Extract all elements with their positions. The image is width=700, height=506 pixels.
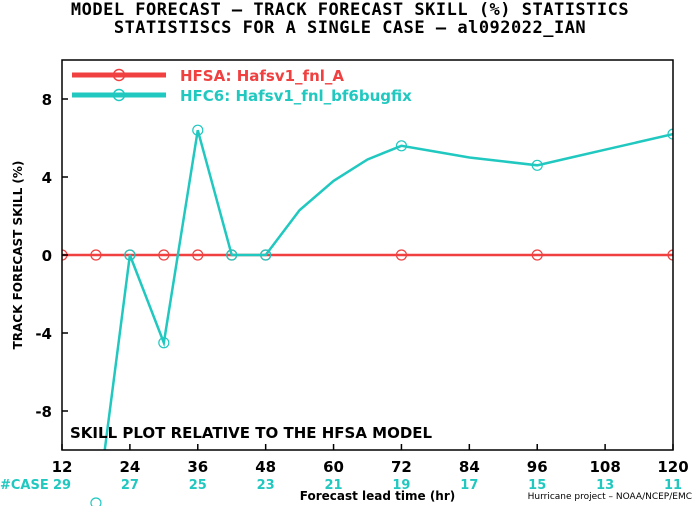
case-count: 23 [257, 478, 275, 493]
x-tick-label: 48 [255, 458, 276, 476]
data-point [226, 249, 238, 261]
credit-text: Hurricane project – NOAA/NCEP/EMC [527, 492, 692, 502]
data-point [90, 249, 102, 261]
case-count: 17 [460, 478, 478, 493]
x-tick-label: 84 [459, 458, 480, 476]
y-tick-label: 0 [42, 247, 52, 265]
case-count: 29 [53, 478, 71, 493]
x-axis-label: Forecast lead time (hr) [300, 489, 456, 503]
legend-label: HFSA: Hafsv1_fnl_A [180, 67, 344, 85]
case-count: 21 [325, 478, 343, 493]
case-count: 13 [596, 478, 614, 493]
y-tick-label: -8 [35, 403, 52, 421]
x-tick-label: 108 [589, 458, 620, 476]
y-axis-label: TRACK FORECAST SKILL (%) [11, 161, 25, 350]
case-count: 15 [528, 478, 546, 493]
case-label: #CASE [0, 478, 49, 493]
y-tick-label: 8 [42, 91, 52, 109]
case-counts: #CASE 29 27 25 23 21 19 17 15 13 11 [0, 478, 682, 493]
series-line-hfc6 [103, 129, 673, 450]
data-point [192, 124, 204, 136]
chart-subtitle: STATISTISCS FOR A SINGLE CASE – al092022… [113, 18, 587, 38]
data-point [531, 159, 543, 171]
x-tick-labels: 12 24 36 48 60 72 84 96 108 120 [52, 444, 689, 476]
y-tick-labels: 8 4 0 -4 -8 [35, 91, 68, 421]
x-tick-label: 24 [119, 458, 140, 476]
data-point [192, 249, 204, 261]
data-point [158, 249, 170, 261]
legend: HFSA: Hafsv1_fnl_A HFC6: Hafsv1_fnl_bf6bu… [72, 67, 412, 105]
data-point [158, 337, 170, 349]
data-point [667, 249, 673, 261]
x-tick-label: 120 [657, 458, 688, 476]
case-count: 27 [121, 478, 139, 493]
data-point [531, 249, 543, 261]
data-point [395, 249, 408, 261]
y-tick-label: 4 [42, 169, 52, 187]
legend-label: HFC6: Hafsv1_fnl_bf6bugfix [180, 87, 412, 105]
data-point [124, 249, 136, 261]
skill-annotation: SKILL PLOT RELATIVE TO THE HFSA MODEL [70, 424, 433, 442]
legend-swatch-marker [112, 68, 126, 82]
x-tick-label: 96 [527, 458, 548, 476]
x-tick-label: 72 [391, 458, 412, 476]
case-count: 19 [392, 478, 410, 493]
case-count: 11 [664, 478, 682, 493]
offscale-marker [90, 497, 102, 506]
x-tick-label: 60 [323, 458, 344, 476]
y-tick-label: -4 [35, 325, 52, 343]
x-tick-label: 36 [187, 458, 208, 476]
case-count: 25 [189, 478, 207, 493]
series-lines [62, 124, 673, 506]
legend-swatch-marker [112, 88, 126, 102]
data-point [667, 128, 673, 140]
data-point [260, 249, 272, 261]
data-point [395, 140, 408, 152]
x-tick-label: 12 [52, 458, 73, 476]
chart-title: MODEL FORECAST – TRACK FORECAST SKILL (%… [70, 0, 630, 20]
